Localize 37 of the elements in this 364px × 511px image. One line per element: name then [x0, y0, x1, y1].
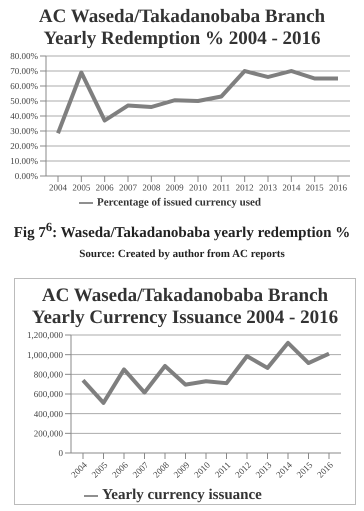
- y-tick-label: 30.00%: [10, 126, 38, 136]
- x-tick-label: 2010: [189, 182, 208, 192]
- y-tick-label: 200,000: [34, 428, 64, 439]
- x-tick-label: 2004: [49, 182, 68, 192]
- chart-title: AC Waseda/Takadanobaba Branch Yearly Currency Issuance 2004 - 2016: [30, 284, 340, 329]
- y-tick-label: 80.00%: [10, 51, 38, 62]
- x-tick-label: 2012: [236, 182, 254, 192]
- y-tick-label: 800,000: [34, 370, 64, 380]
- y-tick-label: 20.00%: [10, 141, 38, 152]
- x-tick-label: 2014: [282, 182, 301, 192]
- source-note: Source: Created by author from AC reports: [78, 248, 286, 260]
- y-tick-label: 0: [58, 448, 64, 458]
- line-series: [81, 340, 331, 405]
- legend-label: Yearly currency issuance: [102, 487, 262, 503]
- x-tick-label: 2007: [119, 182, 138, 192]
- caption: Fig 7$^{6}$: Waseda/Takadanobaba yearly redemption %: [12, 220, 352, 242]
- y-tick-label: 1,000,000: [27, 350, 64, 360]
- y-tick-label: 50.00%: [10, 96, 38, 106]
- x-tick-label: 2015: [306, 182, 324, 192]
- y-tick-label: 70.00%: [10, 66, 38, 76]
- y-tick-label: 600,000: [34, 389, 64, 400]
- legend-label: Percentage of issued currency used: [97, 196, 261, 209]
- x-tick-label: 2013: [259, 182, 278, 192]
- x-tick-label: 2016: [329, 182, 348, 192]
- x-tick-label: 2011: [212, 182, 230, 192]
- y-tick-label: 40.00%: [10, 111, 38, 122]
- x-tick-label: 2008: [142, 182, 161, 192]
- y-tick-label: 1,200,000: [27, 330, 64, 340]
- line-series: [56, 69, 340, 136]
- y-tick-label: 0.00%: [14, 171, 38, 182]
- y-tick-label: 400,000: [34, 408, 64, 419]
- y-tick-label: 10.00%: [10, 156, 38, 166]
- y-tick-label: 60.00%: [10, 81, 38, 92]
- x-tick-label: 2009: [166, 182, 184, 192]
- chart-title: AC Waseda/Takadanobaba Branch Yearly Redemption % 2004 - 2016: [38, 5, 326, 50]
- x-tick-label: 2005: [72, 182, 91, 192]
- x-tick-label: 2006: [96, 182, 114, 192]
